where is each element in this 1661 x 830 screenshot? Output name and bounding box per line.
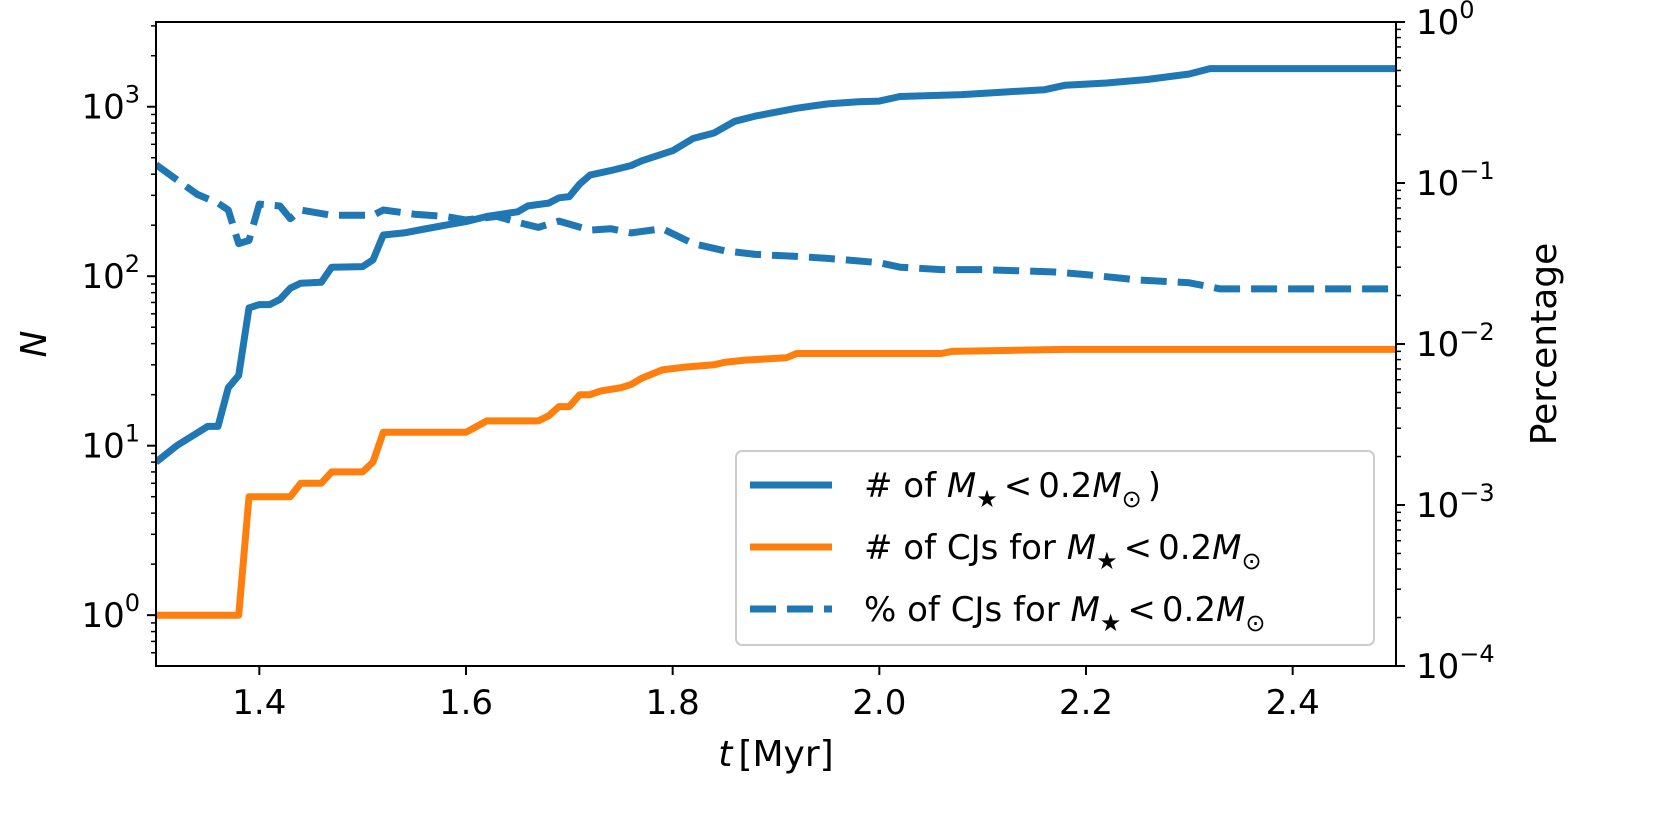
y-right-tick-label: 10−4 [1416, 640, 1495, 687]
y-axis-label: N [14, 331, 55, 358]
legend: # of M★ <0.2M⊙) # of CJs for M★ <0.2M⊙ % of … [735, 450, 1375, 646]
x-tick-label: 1.6 [439, 683, 493, 723]
series-line-1 [156, 65, 1396, 465]
y-right-axis-label: Percentage [1524, 243, 1565, 446]
x-tick-label: 2.4 [1266, 683, 1320, 723]
y-right-tick-label: 10−2 [1416, 318, 1495, 365]
x-tick-label: 1.4 [232, 683, 286, 723]
y-right-tick-label: 10−3 [1416, 479, 1495, 526]
y-tick-label: 101 [81, 420, 140, 467]
x-axis-label: t [Myr] [718, 734, 833, 775]
x-tick-label: 2.2 [1059, 683, 1113, 723]
series-layer [156, 65, 1396, 619]
axes-layer: 1.4 1.6 1.8 2.0 2.2 2.4 100 101 102 103 10−4 10−3 10… [14, 0, 1565, 775]
legend-label: # of CJs for M★ <0.2M⊙ [864, 528, 1262, 575]
y-tick-label: 103 [81, 81, 140, 128]
legend-label: # of M★ <0.2M⊙) [864, 466, 1161, 513]
x-tick-label: 2.0 [852, 683, 906, 723]
series-line-3 [156, 161, 1396, 293]
y-tick-label: 100 [81, 589, 140, 636]
x-tick-label: 1.8 [646, 683, 700, 723]
legend-label: % of CJs for M★ <0.2M⊙ [864, 590, 1265, 637]
y-right-tick-label: 100 [1416, 0, 1475, 43]
y-tick-label: 102 [81, 250, 140, 297]
y-right-tick-label: 10−1 [1416, 157, 1495, 204]
legend-box [735, 450, 1375, 646]
series-line-2 [156, 345, 1396, 619]
